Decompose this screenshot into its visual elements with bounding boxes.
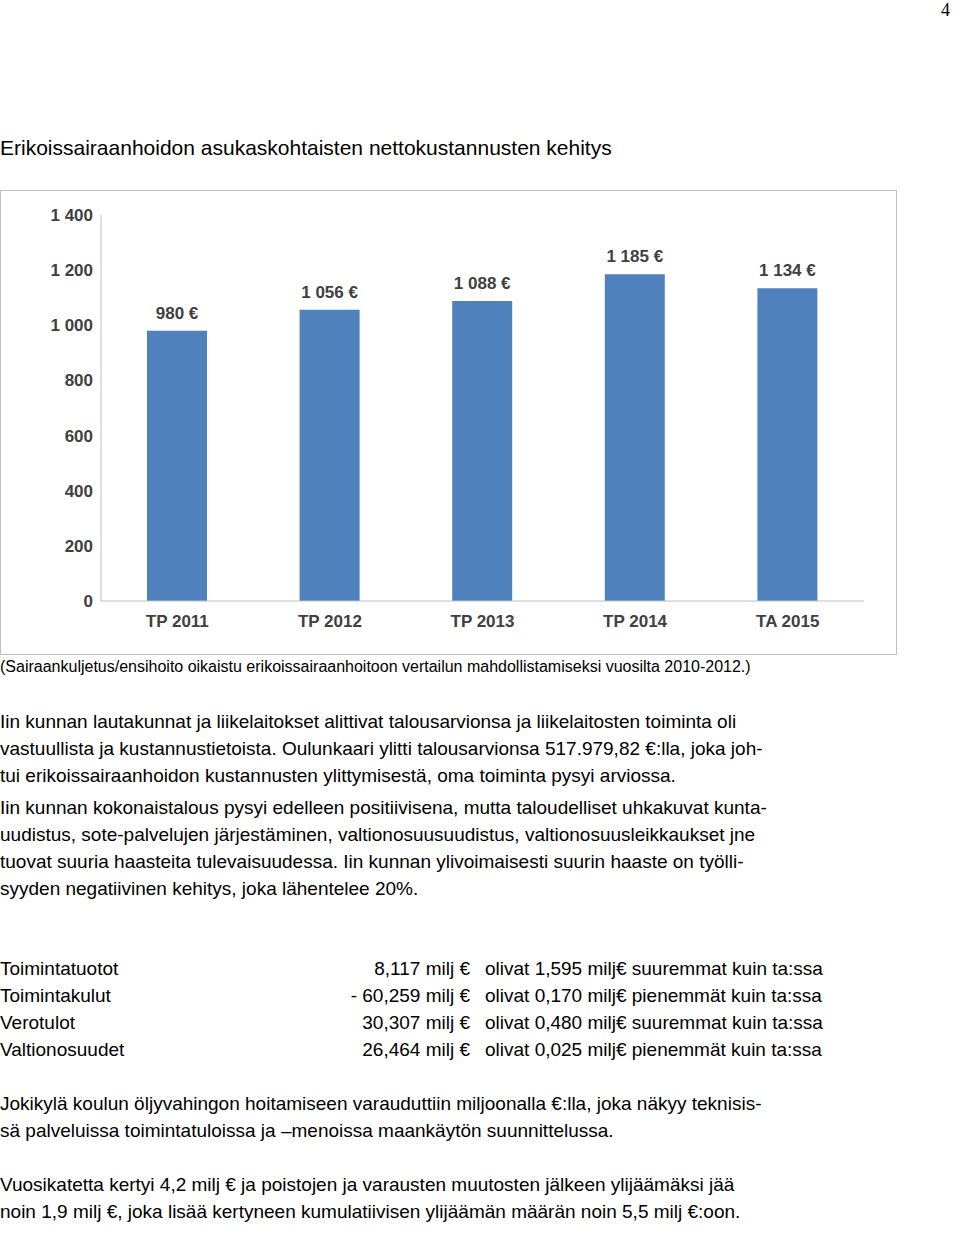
html-text:olivat 0,480 milj€ suuremmat k: olivat 0,480 milj€ suuremmat kuin ta:ssa (485, 1012, 823, 1033)
svg-text:1 400: 1 400 (50, 206, 93, 225)
svg-text:0: 0 (84, 592, 93, 611)
html-text:Iin kunnan lautakunnat ja liik: Iin kunnan lautakunnat ja liikelaitokset… (0, 711, 737, 732)
html-text:- 60,259 milj €: - 60,259 milj € (350, 985, 470, 1006)
html-text:Iin kunnan kokonaistalous pysy: Iin kunnan kokonaistalous pysyi edelleen… (0, 797, 767, 818)
html-text:uudistus, sote-palvelujen järj: uudistus, sote-palvelujen järjestäminen,… (0, 824, 756, 845)
html-text:Jokikylä koulun öljyvahingon h: Jokikylä koulun öljyvahingon hoitamiseen… (0, 1093, 762, 1114)
html-text:syyden negatiivinen kehitys, j: syyden negatiivinen kehitys, joka lähent… (0, 878, 419, 899)
html-text:(Sairaankuljetus/ensihoito oik: (Sairaankuljetus/ensihoito oikaistu erik… (0, 658, 751, 675)
html-text:Erikoissairaanhoidon asukaskoh: Erikoissairaanhoidon asukaskohtaisten ne… (0, 136, 612, 159)
svg-text:400: 400 (65, 482, 93, 501)
html-text:olivat 1,595 milj€ suuremmat k: olivat 1,595 milj€ suuremmat kuin ta:ssa (485, 958, 823, 979)
svg-text:1 088 €: 1 088 € (454, 274, 511, 293)
svg-text:1 200: 1 200 (50, 261, 93, 280)
svg-text:1 134 €: 1 134 € (759, 261, 816, 280)
html-text:Verotulot: Verotulot (0, 1012, 75, 1033)
svg-text:1 185 €: 1 185 € (606, 247, 663, 266)
html-text:tuovat suuria haasteita tuleva: tuovat suuria haasteita tulevaisuudessa.… (0, 851, 744, 872)
svg-text:200: 200 (65, 537, 93, 556)
html-text:Valtionosuudet: Valtionosuudet (0, 1039, 125, 1060)
svg-text:TA 2015: TA 2015 (756, 612, 819, 631)
html-text:4: 4 (941, 0, 950, 20)
svg-text:1 056 €: 1 056 € (301, 283, 358, 302)
html-text:tui erikoissairaanhoidon kusta: tui erikoissairaanhoidon kustannusten yl… (0, 765, 676, 786)
html-text:26,464 milj €: 26,464 milj € (362, 1039, 470, 1060)
svg-text:800: 800 (65, 371, 93, 390)
svg-text:TP 2011: TP 2011 (146, 612, 209, 631)
svg-text:600: 600 (65, 427, 93, 446)
html-text:noin 1,9 milj €, joka lisää ke: noin 1,9 milj €, joka lisää kertyneen ku… (0, 1201, 741, 1222)
svg-text:TP 2014: TP 2014 (603, 612, 668, 631)
html-text:olivat 0,025 milj€ pienemmät k: olivat 0,025 milj€ pienemmät kuin ta:ssa (485, 1039, 822, 1060)
svg-text:TP 2012: TP 2012 (298, 612, 362, 631)
svg-text:980 €: 980 € (156, 304, 199, 323)
html-text:sä palveluissa toimintatuloiss: sä palveluissa toimintatuloissa ja –meno… (0, 1120, 614, 1141)
svg-text:1 000: 1 000 (50, 316, 93, 335)
html-text:Vuosikatetta kertyi 4,2 milj €: Vuosikatetta kertyi 4,2 milj € ja poisto… (0, 1174, 735, 1195)
html-text:Toimintakulut: Toimintakulut (0, 985, 111, 1006)
html-text:olivat 0,170 milj€ pienemmät k: olivat 0,170 milj€ pienemmät kuin ta:ssa (485, 985, 822, 1006)
html-text:8,117 milj €: 8,117 milj € (374, 958, 470, 979)
svg-text:TP 2013: TP 2013 (451, 612, 515, 631)
html-text:30,307 milj €: 30,307 milj € (362, 1012, 470, 1033)
html-text:vastuullista ja kustannustieto: vastuullista ja kustannustietoista. Oulu… (0, 738, 763, 759)
html-text:Toimintatuotot: Toimintatuotot (0, 958, 119, 979)
